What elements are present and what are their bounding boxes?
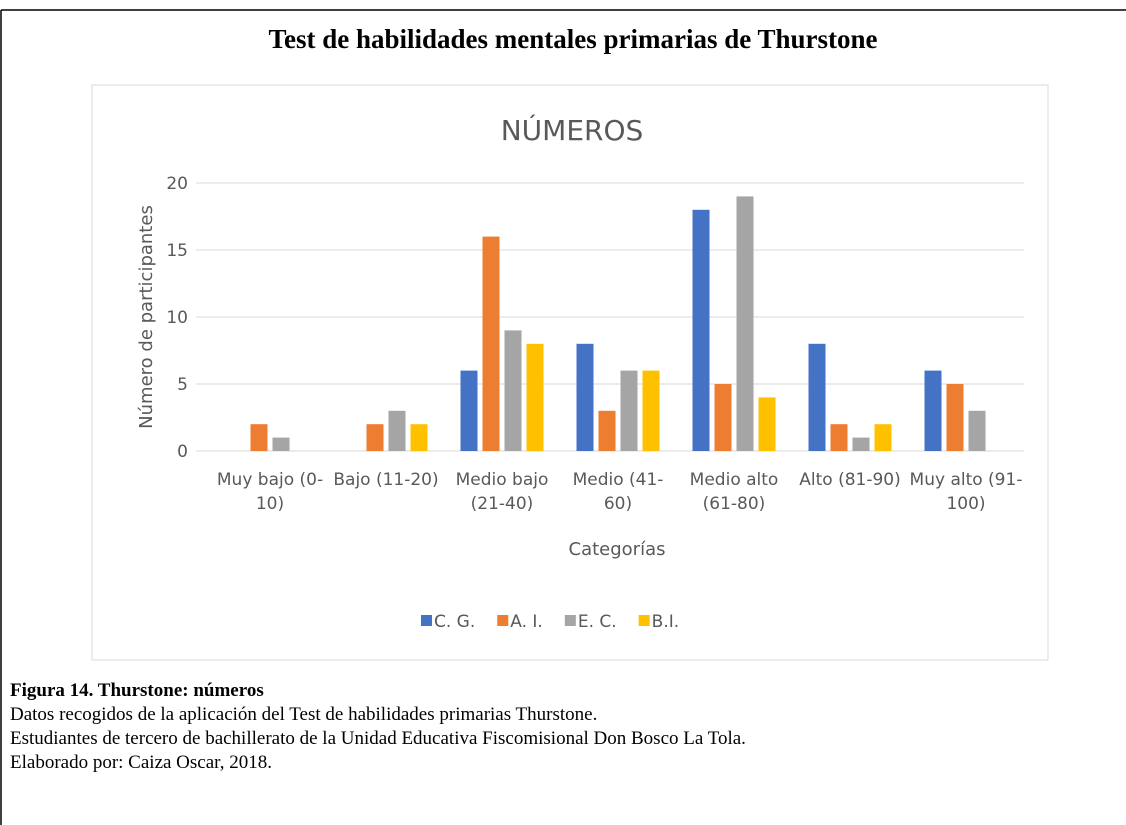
- x-tick-label-box: Medio alto (61-80): [689, 470, 779, 514]
- legend-label: C. G.: [434, 612, 475, 632]
- bar: [460, 370, 478, 451]
- legend-label: A. I.: [510, 612, 543, 632]
- bar: [830, 424, 848, 451]
- bar: [714, 384, 732, 451]
- y-tick-label: 10: [166, 308, 188, 328]
- bar: [808, 343, 826, 451]
- y-tick-label: 5: [177, 375, 188, 395]
- bar: [598, 410, 616, 451]
- bar: [736, 196, 754, 451]
- x-tick-label-box: Medio bajo (21-40): [455, 470, 549, 514]
- x-tick-label-box: Alto (81-90): [799, 470, 901, 490]
- y-tick-label: 0: [177, 442, 188, 462]
- x-tick-label: Medio alto (61-80): [689, 470, 779, 514]
- bar: [366, 424, 384, 451]
- x-axis-label: Categorías: [569, 539, 666, 560]
- bar: [620, 370, 638, 451]
- bar: [642, 370, 660, 451]
- x-tick-label: Muy alto (91-100): [909, 470, 1023, 514]
- bar: [692, 209, 710, 451]
- legend-swatch: [421, 615, 432, 626]
- caption-line: Datos recogidos de la aplicación del Tes…: [10, 704, 597, 725]
- x-tick-label-box: Medio (41-60): [572, 470, 664, 514]
- x-tick-label: Medio bajo (21-40): [455, 470, 549, 514]
- bar: [874, 424, 892, 451]
- legend-swatch: [638, 615, 650, 626]
- bar: [272, 437, 290, 451]
- bar: [526, 343, 544, 451]
- bar: [924, 370, 942, 451]
- x-tick-label: Alto (81-90): [799, 470, 901, 490]
- y-tick-label: 20: [166, 174, 188, 194]
- caption-line: Elaborado por: Caiza Oscar, 2018.: [10, 752, 272, 773]
- legend-swatch: [564, 615, 576, 626]
- bar: [758, 397, 776, 451]
- caption-line: Estudiantes de tercero de bachillerato d…: [10, 728, 746, 749]
- legend-label: B.I.: [652, 612, 679, 632]
- bar: [968, 410, 986, 451]
- bar: [410, 424, 428, 451]
- bar: [504, 330, 522, 451]
- x-tick-label: Medio (41-60): [572, 470, 664, 514]
- legend-swatch: [497, 615, 509, 626]
- y-axis-label: Número de participantes: [136, 205, 157, 429]
- chart-frame: [91, 84, 1049, 661]
- bar: [388, 410, 406, 451]
- x-tick-label: Muy bajo (0-10): [216, 470, 324, 514]
- doc-title: Test de habilidades mentales primarias d…: [268, 24, 877, 54]
- chart-title: NÚMEROS: [501, 113, 644, 147]
- bar: [250, 424, 268, 451]
- bar: [946, 384, 964, 451]
- bar: [482, 236, 500, 451]
- x-tick-label-box: Muy alto (91-100): [909, 470, 1023, 514]
- x-tick-label: Bajo (11-20): [333, 470, 439, 490]
- legend-label: E. C.: [578, 612, 617, 632]
- x-tick-label-box: Muy bajo (0-10): [216, 470, 324, 514]
- y-tick-label: 15: [166, 241, 188, 261]
- bar: [576, 343, 594, 451]
- caption-title: Figura 14. Thurstone: números: [10, 680, 264, 701]
- bar: [852, 437, 870, 451]
- x-tick-label-box: Bajo (11-20): [333, 470, 439, 490]
